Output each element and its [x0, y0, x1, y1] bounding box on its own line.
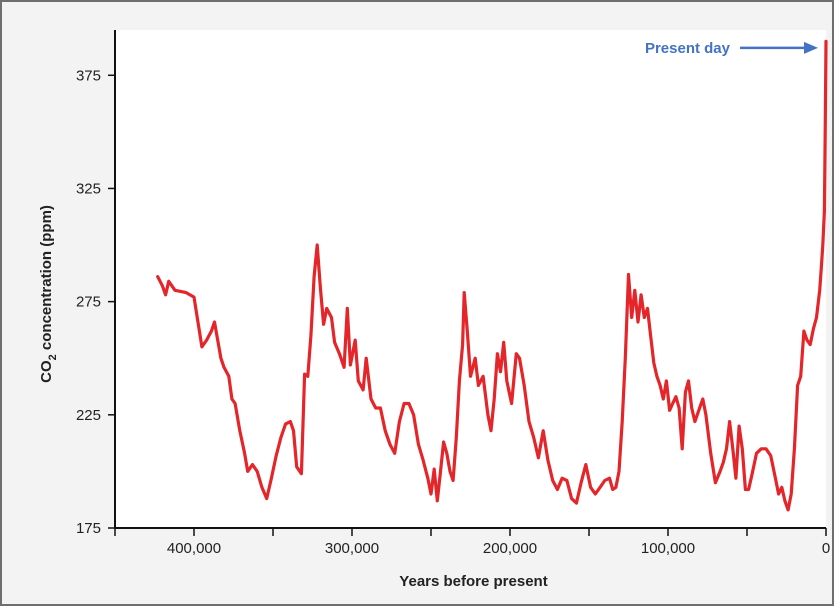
y-axis-title: CO2 concentration (ppm) — [38, 205, 59, 383]
y-axis-title-subscript: 2 — [47, 354, 59, 360]
y-tick-label: 325 — [76, 180, 101, 197]
x-tick-label: 200,000 — [483, 540, 537, 557]
y-tick-label: 375 — [76, 67, 101, 84]
present-day-arrow-head — [804, 41, 818, 54]
co2-series-line — [156, 39, 828, 512]
x-tick-label: 0 — [822, 540, 830, 557]
axes-group: 175 225 275 325 375 400,000 300,000 200,000 100,… — [76, 30, 830, 557]
x-axis-title: Years before present — [399, 573, 547, 590]
x-tick-label: 300,000 — [325, 540, 379, 557]
present-day-label: Present day — [645, 40, 731, 57]
y-axis-title-prefix: CO — [38, 360, 55, 383]
y-tick-label: 175 — [76, 520, 101, 537]
x-tick-label: 400,000 — [167, 540, 221, 557]
y-axis-title-suffix: concentration (ppm) — [38, 205, 55, 354]
y-tick-label: 225 — [76, 407, 101, 424]
x-tick-label: 100,000 — [641, 540, 695, 557]
plot-area — [115, 30, 826, 528]
y-tick-label: 275 — [76, 294, 101, 311]
labels-group: Years before present CO2 concentration (p… — [38, 40, 818, 590]
plot-group — [156, 39, 828, 512]
